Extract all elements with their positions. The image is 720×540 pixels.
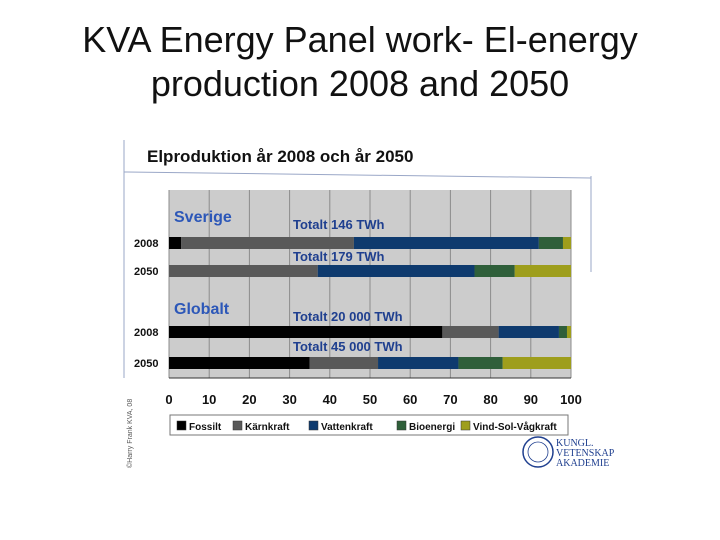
academy-seal-inner bbox=[527, 441, 549, 463]
group-label: Globalt bbox=[174, 301, 230, 318]
bar-segment bbox=[169, 237, 182, 249]
bar-segment bbox=[378, 357, 459, 369]
bar-segment bbox=[181, 237, 354, 249]
bar-segment bbox=[169, 265, 318, 277]
academy-seal bbox=[522, 436, 554, 468]
bar-segment bbox=[538, 237, 563, 249]
bar-segment bbox=[566, 326, 571, 338]
legend-label: Fossilt bbox=[189, 422, 222, 433]
year-label: 2008 bbox=[134, 327, 158, 339]
chart-frame-top bbox=[123, 171, 592, 179]
bar-segment bbox=[317, 265, 475, 277]
academy-logo-text: KUNGL. bbox=[556, 438, 594, 449]
bar-segment bbox=[502, 357, 571, 369]
x-tick-label: 100 bbox=[560, 392, 582, 407]
bar-segment bbox=[169, 326, 443, 338]
x-tick-label: 80 bbox=[483, 392, 497, 407]
bar-segment bbox=[169, 357, 310, 369]
total-label: Totalt 20 000 TWh bbox=[293, 309, 403, 324]
x-tick-label: 90 bbox=[524, 392, 538, 407]
legend-label: Vattenkraft bbox=[321, 422, 373, 433]
year-label: 2050 bbox=[134, 358, 158, 370]
bar-segment bbox=[514, 265, 571, 277]
year-label: 2008 bbox=[134, 238, 158, 250]
bar-segment bbox=[353, 237, 539, 249]
bar-segment bbox=[458, 357, 503, 369]
x-tick-label: 40 bbox=[323, 392, 337, 407]
slide-title-line-2: production 2008 and 2050 bbox=[150, 63, 570, 104]
academy-logo-text: AKADEMIE bbox=[556, 458, 609, 469]
legend-label: Vind-Sol-Vågkraft bbox=[473, 421, 557, 433]
year-label: 2050 bbox=[134, 266, 158, 278]
legend-swatch bbox=[460, 420, 471, 431]
total-label: Totalt 146 TWh bbox=[293, 217, 385, 232]
legend-swatch bbox=[396, 420, 407, 431]
x-tick-label: 50 bbox=[363, 392, 377, 407]
slide-title: KVA Energy Panel work- El-energy product… bbox=[0, 18, 720, 106]
x-tick-label: 20 bbox=[242, 392, 256, 407]
x-tick-label: 60 bbox=[403, 392, 417, 407]
total-label: Totalt 45 000 TWh bbox=[293, 339, 403, 354]
bar-segment bbox=[562, 237, 571, 249]
legend-swatch bbox=[308, 420, 319, 431]
bar-segment bbox=[498, 326, 559, 338]
x-tick-label: 70 bbox=[443, 392, 457, 407]
legend-label: Kärnkraft bbox=[245, 422, 290, 433]
legend-swatch bbox=[176, 420, 187, 431]
chart-title: Elproduktion år 2008 och år 2050 bbox=[147, 147, 413, 166]
bar-segment bbox=[558, 326, 567, 338]
x-tick-label: 30 bbox=[282, 392, 296, 407]
total-label: Totalt 179 TWh bbox=[293, 249, 385, 264]
copyright-note: ©Harry Frank KVA, 08 bbox=[126, 399, 134, 468]
slide-title-line-1: KVA Energy Panel work- El-energy bbox=[82, 19, 638, 60]
academy-logo-text: VETENSKAP bbox=[556, 448, 615, 459]
bar-segment bbox=[442, 326, 499, 338]
group-label: Sverige bbox=[174, 209, 232, 226]
x-tick-label: 10 bbox=[202, 392, 216, 407]
bar-segment bbox=[474, 265, 515, 277]
bar-segment bbox=[309, 357, 379, 369]
x-tick-label: 0 bbox=[165, 392, 172, 407]
legend-label: Bioenergi bbox=[409, 422, 455, 433]
legend-swatch bbox=[232, 420, 243, 431]
